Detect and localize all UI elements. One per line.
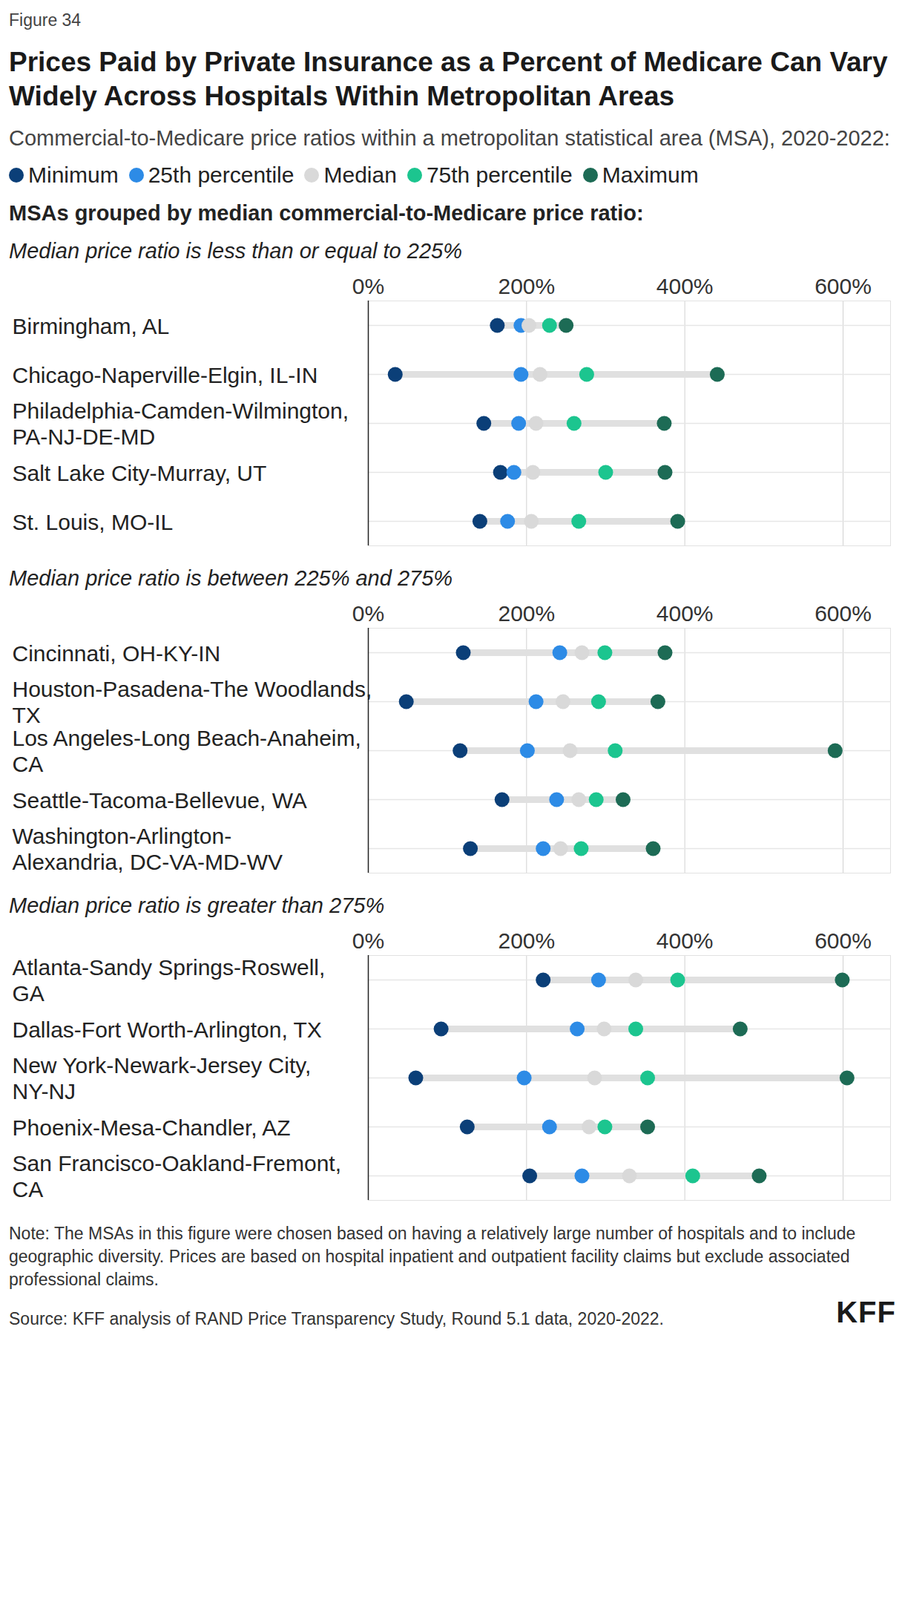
html-text:75th percentile: 75th percentile <box>426 162 573 188</box>
svg-text:San Francisco-Oakland-Fremont,: San Francisco-Oakland-Fremont,CA <box>12 1150 342 1201</box>
svg-text:0%: 0% <box>352 600 385 626</box>
html-text:Median price ratio is between: Median price ratio is between 225% and 2… <box>8 566 453 590</box>
svg-text:Washington-Arlington-Alexandri: Washington-Arlington-Alexandria, DC-VA-M… <box>12 823 284 874</box>
html-text:Maximum: Maximum <box>602 162 699 188</box>
svg-text:New York-Newark-Jersey City,NY: New York-Newark-Jersey City,NY-NJ <box>12 1052 312 1104</box>
html-text:Minimum: Minimum <box>28 162 119 188</box>
html-text:MSAs grouped by median commerc: MSAs grouped by median commercial-to-Med… <box>8 201 644 225</box>
html-text:25th percentile: 25th percentile <box>148 162 295 188</box>
svg-text:Seattle-Tacoma-Bellevue, WA: Seattle-Tacoma-Bellevue, WA <box>12 787 308 813</box>
html-text:Source: KFF analysis of RAND P: Source: KFF analysis of RAND Price Trans… <box>8 1308 664 1329</box>
svg-text:Salt Lake City-Murray, UT: Salt Lake City-Murray, UT <box>12 460 268 486</box>
svg-text:St. Louis, MO-IL: St. Louis, MO-IL <box>12 509 174 535</box>
svg-text:400%: 400% <box>656 927 714 953</box>
html-text:Commercial-to-Medicare price r: Commercial-to-Medicare price ratios with… <box>8 125 891 150</box>
svg-text:600%: 600% <box>814 273 872 299</box>
html-text:Median price ratio is greater: Median price ratio is greater than 275% <box>8 893 385 918</box>
svg-text:Cincinnati, OH-KY-IN: Cincinnati, OH-KY-IN <box>12 640 222 666</box>
svg-text:200%: 200% <box>497 927 555 953</box>
svg-text:0%: 0% <box>352 273 385 299</box>
html-text:Prices Paid by Private Insuran: Prices Paid by Private Insurance as a Pe… <box>8 46 888 112</box>
html-text:KFF: KFF <box>836 1295 897 1329</box>
svg-text:400%: 400% <box>656 600 714 626</box>
svg-text:Chicago-Naperville-Elgin, IL-I: Chicago-Naperville-Elgin, IL-IN <box>12 362 319 388</box>
html-text:Figure 34: Figure 34 <box>8 10 82 30</box>
svg-text:400%: 400% <box>656 273 714 299</box>
svg-text:200%: 200% <box>497 273 555 299</box>
svg-text:0%: 0% <box>352 927 385 953</box>
svg-text:600%: 600% <box>814 600 872 626</box>
svg-text:600%: 600% <box>814 927 872 953</box>
html-text:Median price ratio is less tha: Median price ratio is less than or equal… <box>8 239 463 263</box>
svg-text:Atlanta-Sandy Springs-Roswell,: Atlanta-Sandy Springs-Roswell,GA <box>12 954 326 1006</box>
html-text:Note: The MSAs in this figure: Note: The MSAs in this figure were chose… <box>8 1223 856 1289</box>
html-text:Median: Median <box>323 162 397 188</box>
svg-text:Birmingham, AL: Birmingham, AL <box>12 313 170 339</box>
svg-text:200%: 200% <box>497 600 555 626</box>
svg-text:Dallas-Fort Worth-Arlington, T: Dallas-Fort Worth-Arlington, TX <box>12 1017 322 1042</box>
svg-text:Phoenix-Mesa-Chandler, AZ: Phoenix-Mesa-Chandler, AZ <box>12 1114 291 1140</box>
svg-text:Los Angeles-Long Beach-Anaheim: Los Angeles-Long Beach-Anaheim,CA <box>12 725 362 776</box>
svg-text:Houston-Pasadena-The Woodlands: Houston-Pasadena-The Woodlands,TX <box>12 676 373 727</box>
svg-text:Philadelphia-Camden-Wilmington: Philadelphia-Camden-Wilmington,PA-NJ-DE-… <box>12 398 350 449</box>
